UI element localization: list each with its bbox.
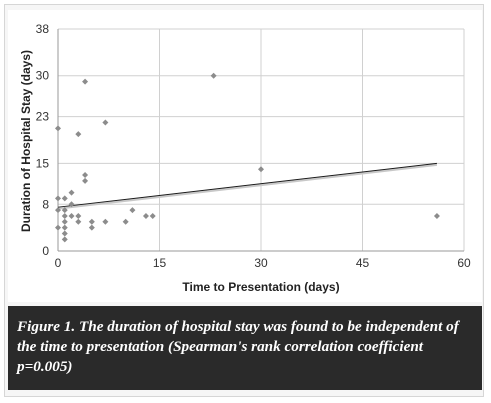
- data-points: [55, 72, 440, 243]
- grid-lines: [57, 28, 465, 252]
- x-tick-label: 15: [153, 256, 167, 270]
- data-point: [68, 212, 75, 219]
- x-axis-title: Time to Presentation (days): [182, 280, 339, 294]
- y-tick-label: 23: [36, 110, 50, 124]
- data-point: [258, 166, 264, 173]
- trendline-shadow: [57, 163, 438, 210]
- data-point: [61, 207, 68, 214]
- y-tick-label: 8: [42, 197, 49, 211]
- data-point: [68, 201, 75, 208]
- y-tick-label: 30: [36, 69, 50, 83]
- data-point: [88, 218, 95, 225]
- data-point: [102, 119, 109, 126]
- data-point: [61, 195, 68, 202]
- data-point: [61, 212, 68, 219]
- data-point: [61, 224, 68, 231]
- x-tick-labels: 0 15 30 45 60: [55, 256, 471, 270]
- data-point: [142, 212, 149, 219]
- data-point: [102, 218, 109, 225]
- y-tick-labels: 0 8 15 23 30 38: [36, 22, 50, 258]
- data-point: [82, 78, 89, 85]
- data-point: [88, 224, 95, 231]
- x-tick-label: 45: [356, 256, 370, 270]
- chart-panel: 0 15 30 45 60 0 8 15 23 30 38 Time to Presentatio…: [8, 10, 482, 302]
- data-point: [55, 224, 61, 231]
- data-point: [75, 212, 82, 219]
- y-axis-title: Duration of Hospital Stay (days): [19, 50, 33, 232]
- trendline-group: [57, 162, 438, 210]
- x-tick-label: 0: [55, 256, 62, 270]
- data-point: [55, 207, 61, 214]
- data-point: [433, 212, 440, 219]
- data-point: [75, 218, 82, 225]
- trendline: [57, 162, 437, 208]
- data-point: [55, 125, 61, 132]
- axes: [57, 29, 464, 252]
- y-tick-label: 0: [42, 244, 49, 258]
- data-point: [61, 230, 68, 237]
- data-point: [55, 195, 61, 202]
- data-point: [82, 172, 89, 179]
- data-point: [210, 72, 217, 79]
- data-point: [61, 236, 68, 243]
- data-point: [122, 218, 129, 225]
- data-point: [82, 177, 89, 184]
- data-point: [75, 131, 82, 138]
- data-point: [129, 207, 136, 214]
- data-point: [149, 212, 156, 219]
- figure-caption: Figure 1. The duration of hospital stay …: [8, 306, 482, 390]
- y-tick-label: 15: [36, 156, 50, 170]
- scatter-chart: 0 15 30 45 60 0 8 15 23 30 38 Time to Presentatio…: [19, 22, 471, 294]
- x-tick-label: 60: [457, 256, 471, 270]
- y-tick-label: 38: [36, 22, 50, 36]
- data-point: [68, 189, 75, 196]
- x-tick-label: 30: [254, 256, 268, 270]
- data-point: [61, 218, 68, 225]
